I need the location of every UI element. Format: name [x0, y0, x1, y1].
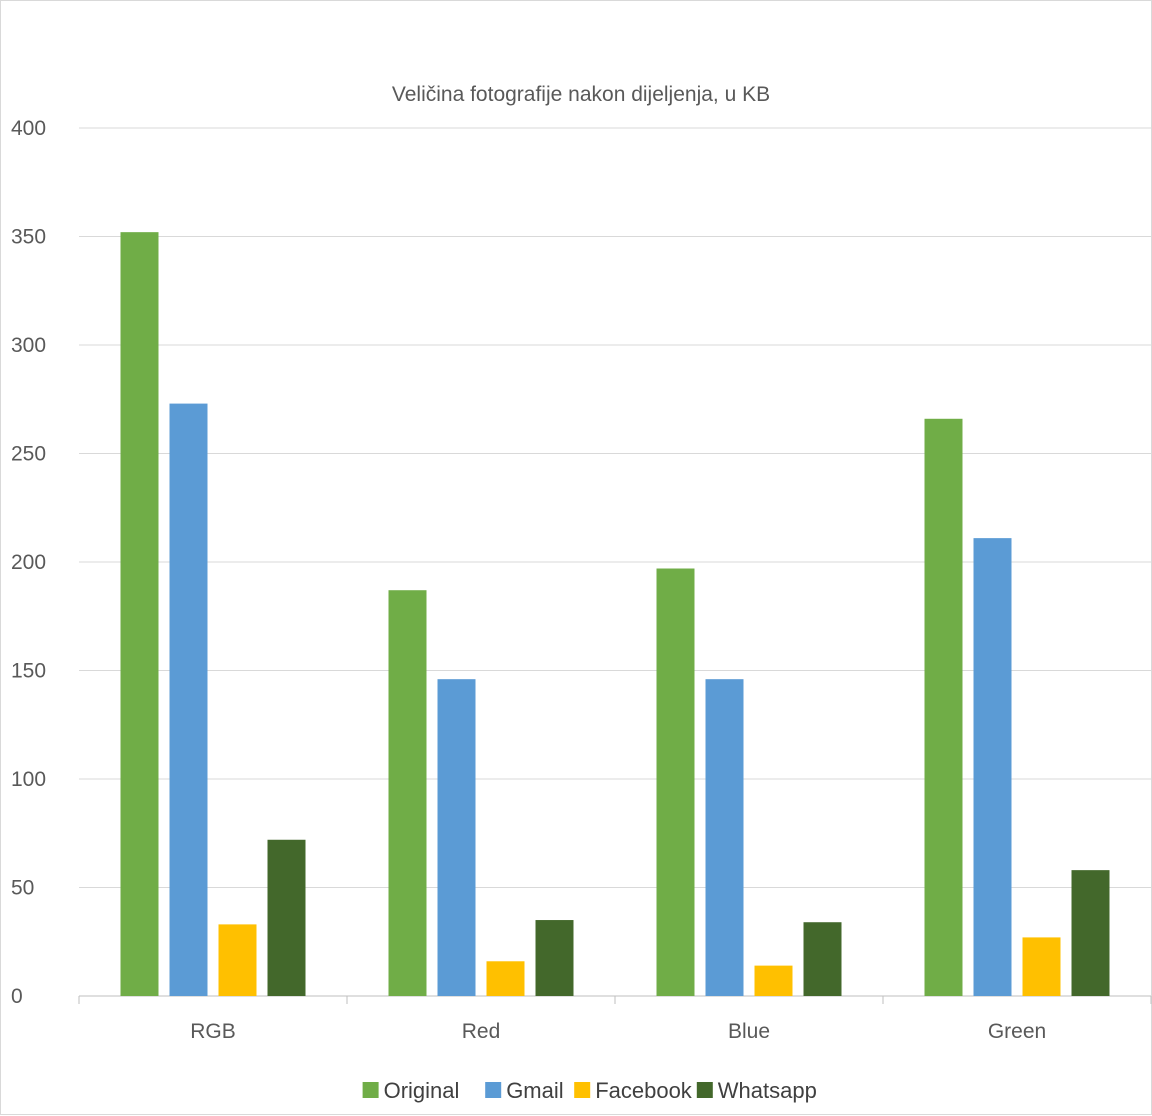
gridlines	[79, 127, 1151, 997]
y-tick-label: 400	[11, 117, 46, 140]
legend-swatch-gmail	[485, 1082, 502, 1098]
chart-title: Veličina fotografije nakon dijeljenja, u…	[392, 83, 770, 106]
legend-swatch-original	[362, 1082, 379, 1098]
bar-whatsapp-blue	[803, 922, 842, 996]
legend-swatch-whatsapp	[696, 1082, 713, 1098]
legend-swatch-facebook	[574, 1082, 591, 1098]
y-tick-label: 50	[11, 877, 34, 900]
x-tick-label: Red	[462, 1020, 501, 1043]
bar-gmail-blue	[705, 679, 744, 996]
bar-facebook-green	[1022, 937, 1061, 996]
bar-facebook-blue	[754, 965, 793, 996]
legend-label-whatsapp: Whatsapp	[718, 1078, 817, 1103]
bar-facebook-rgb	[218, 924, 257, 996]
legend-label-gmail: Gmail	[506, 1078, 563, 1103]
y-tick-label: 300	[11, 334, 46, 357]
bar-original-rgb	[120, 232, 159, 996]
y-axis-ticks: 0 50 100 150 200 250 300 350 400	[11, 117, 46, 1008]
bars	[120, 232, 1110, 997]
bar-whatsapp-red	[535, 920, 574, 996]
y-tick-label: 150	[11, 660, 46, 683]
bar-original-green	[924, 418, 963, 996]
bar-whatsapp-rgb	[267, 839, 306, 996]
bar-original-blue	[656, 568, 695, 996]
y-tick-label: 0	[11, 985, 23, 1008]
x-tick-label: Blue	[728, 1020, 770, 1043]
legend-label-facebook: Facebook	[595, 1078, 693, 1103]
x-tick-label: Green	[988, 1020, 1046, 1043]
bar-whatsapp-green	[1071, 870, 1110, 996]
y-tick-label: 200	[11, 551, 46, 574]
bar-facebook-red	[486, 961, 525, 996]
bar-original-red	[388, 590, 427, 996]
y-tick-label: 350	[11, 226, 46, 249]
legend-label-original: Original	[384, 1078, 460, 1103]
legend: Original Gmail Facebook Whatsapp	[362, 1078, 817, 1103]
bar-gmail-rgb	[169, 403, 208, 997]
bar-gmail-green	[973, 538, 1012, 996]
y-tick-label: 250	[11, 443, 46, 466]
x-tick-label: RGB	[190, 1020, 236, 1043]
y-tick-label: 100	[11, 768, 46, 791]
bar-gmail-red	[437, 679, 476, 996]
x-axis: RGB Red Blue Green	[78, 996, 1152, 1043]
